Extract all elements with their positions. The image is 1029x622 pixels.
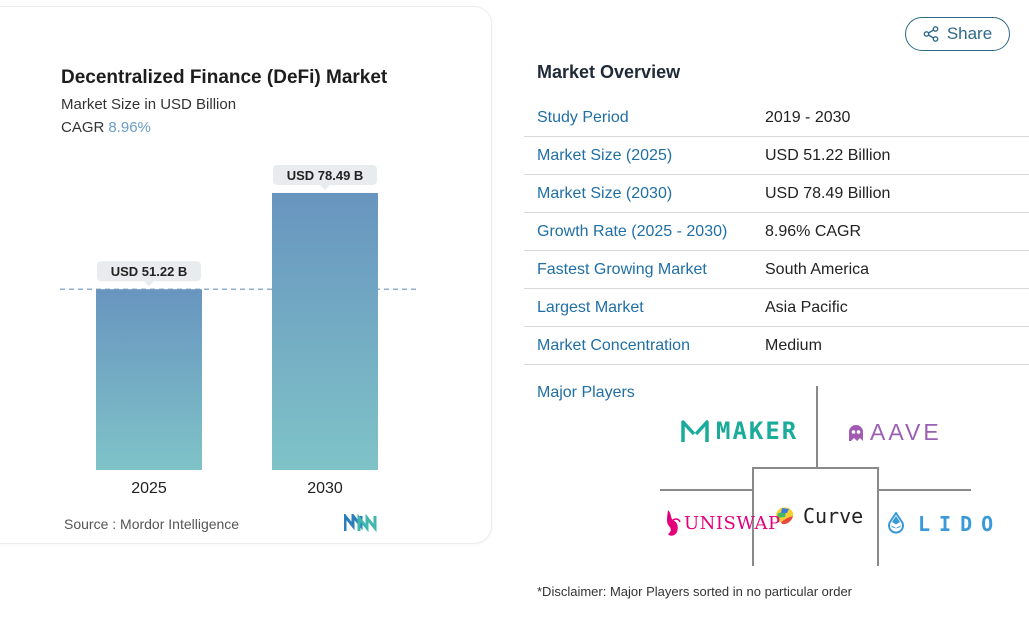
chart-subtitle: Market Size in USD Billion <box>61 96 237 113</box>
bar-2030 <box>272 192 378 470</box>
x-tick-label: 2030 <box>307 480 343 497</box>
overview-key-market-size-2030[interactable]: Market Size (2030) <box>537 184 673 202</box>
x-tick-label: 2025 <box>131 480 167 497</box>
overview-value: South America <box>765 260 870 278</box>
aave-name: AAVE <box>870 419 942 445</box>
overview-value: USD 78.49 Billion <box>765 184 891 202</box>
share-icon <box>923 26 939 42</box>
divider <box>816 386 818 468</box>
cagr-value: 8.96% <box>108 119 151 136</box>
overview-value: 8.96% CAGR <box>765 222 862 240</box>
overview-row: Largest Market Asia Pacific <box>524 289 1029 327</box>
uniswap-unicorn-icon <box>667 510 681 536</box>
overview-row: Growth Rate (2025 - 2030) 8.96% CAGR <box>524 213 1029 251</box>
share-button[interactable]: Share <box>905 17 1010 51</box>
maker-icon <box>681 420 709 442</box>
overview-row: Market Size (2025) USD 51.22 Billion <box>524 137 1029 175</box>
overview-value: Medium <box>765 336 822 354</box>
divider <box>752 467 754 566</box>
divider <box>752 467 879 469</box>
divider <box>660 489 752 491</box>
uniswap-name: UNISWAP <box>684 512 781 534</box>
maker-logo: MAKER <box>680 417 798 445</box>
overview-row: Market Size (2030) USD 78.49 Billion <box>524 175 1029 213</box>
overview-key-largest-market[interactable]: Largest Market <box>537 298 644 316</box>
chart-card <box>0 6 492 544</box>
bar-2025 <box>96 289 202 470</box>
overview-row: Study Period 2019 - 2030 <box>524 99 1029 137</box>
chart-source: Source : Mordor Intelligence <box>64 516 240 532</box>
overview-value: USD 51.22 Billion <box>765 146 891 164</box>
data-label-box <box>97 261 201 282</box>
lido-logo: LIDO <box>888 512 1002 536</box>
cagr-line: CAGR 8.96% <box>61 119 151 136</box>
overview-key-growth-rate[interactable]: Growth Rate (2025 - 2030) <box>537 222 728 240</box>
bar-chart: USD 51.22 B 2025 USD 78.49 B 2030 <box>60 164 416 497</box>
curve-logo: Curve <box>773 504 863 528</box>
overview-title: Market Overview <box>537 62 681 82</box>
overview-row: Fastest Growing Market South America <box>524 251 1029 289</box>
overview-key-concentration[interactable]: Market Concentration <box>537 336 690 354</box>
curve-name: Curve <box>803 504 864 528</box>
divider <box>879 489 971 491</box>
cagr-label: CAGR <box>61 119 105 136</box>
maker-name: MAKER <box>716 417 799 445</box>
data-label-box <box>273 164 377 185</box>
overview-key-market-size-2025[interactable]: Market Size (2025) <box>537 146 673 164</box>
uniswap-logo: UNISWAP <box>664 508 781 538</box>
share-label: Share <box>946 24 993 43</box>
data-label-pointer <box>144 281 154 287</box>
lido-name: LIDO <box>918 512 1003 536</box>
divider <box>877 467 879 566</box>
aave-ghost-icon <box>849 424 863 441</box>
lido-drop-icon <box>888 512 904 534</box>
major-players-label[interactable]: Major Players <box>537 384 635 401</box>
overview-row: Market Concentration Medium <box>524 327 1029 365</box>
mordor-intelligence-logo <box>344 514 377 532</box>
curve-icon <box>776 507 794 525</box>
aave-logo: AAVE <box>848 419 942 446</box>
overview-key-study-period[interactable]: Study Period <box>537 108 629 126</box>
overview-key-fastest-growing[interactable]: Fastest Growing Market <box>537 260 707 278</box>
major-players-grid: MAKER AAVE Curve UNISWAP LI <box>655 386 993 566</box>
disclaimer: *Disclaimer: Major Players sorted in no … <box>537 584 853 599</box>
data-label-pointer <box>320 184 330 190</box>
overview-table: Study Period 2019 - 2030 Market Size (20… <box>524 99 1029 365</box>
overview-value: Asia Pacific <box>765 298 848 316</box>
data-label: USD 51.22 B <box>111 264 188 279</box>
data-label: USD 78.49 B <box>287 168 364 183</box>
chart-title: Decentralized Finance (DeFi) Market <box>61 67 388 88</box>
overview-value: 2019 - 2030 <box>765 108 851 126</box>
